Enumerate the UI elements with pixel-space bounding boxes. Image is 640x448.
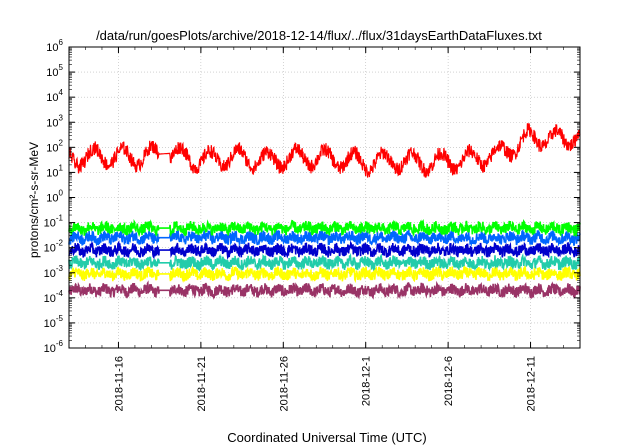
x-tick-label: 2018-12-1 (361, 356, 373, 406)
y-tick-label: 101 (46, 163, 63, 179)
grid (69, 47, 580, 348)
series-layer (68, 123, 581, 300)
y-tick-label: 10-4 (44, 289, 64, 305)
y-tick-label: 10-6 (44, 339, 64, 355)
y-tick-label: 103 (46, 113, 63, 129)
y-tick-label: 10-3 (44, 264, 64, 280)
x-axis-label: Coordinated Universal Time (UTC) (227, 430, 426, 445)
y-tick-label: 10-5 (44, 314, 64, 330)
y-tick-label: 105 (46, 63, 63, 79)
y-tick-label: 104 (46, 88, 63, 104)
series-line-2 (68, 218, 581, 238)
y-tick-label: 102 (46, 138, 63, 154)
x-tick-label: 2018-11-16 (113, 356, 125, 411)
y-tick-label: 106 (46, 38, 63, 54)
y-tick-label: 10-1 (44, 214, 64, 230)
y-tick-label: 10-2 (44, 239, 64, 255)
y-tick-label: 100 (46, 189, 63, 205)
series-line-5 (68, 252, 581, 272)
series-line-7 (68, 280, 581, 300)
series-line-4 (68, 240, 581, 260)
x-tick-label: 2018-12-11 (526, 356, 538, 411)
x-tick-label: 2018-12-6 (443, 356, 455, 406)
x-tick-label: 2018-11-21 (196, 356, 208, 411)
chart-title: /data/run/goesPlots/archive/2018-12-14/f… (96, 28, 542, 43)
series-line-1 (68, 123, 581, 178)
series-line-3 (68, 227, 581, 248)
y-axis-label: protons/cm²-s-sr-MeV (27, 142, 41, 258)
x-tick-label: 2018-11-26 (278, 356, 290, 411)
series-line-6 (68, 264, 581, 284)
